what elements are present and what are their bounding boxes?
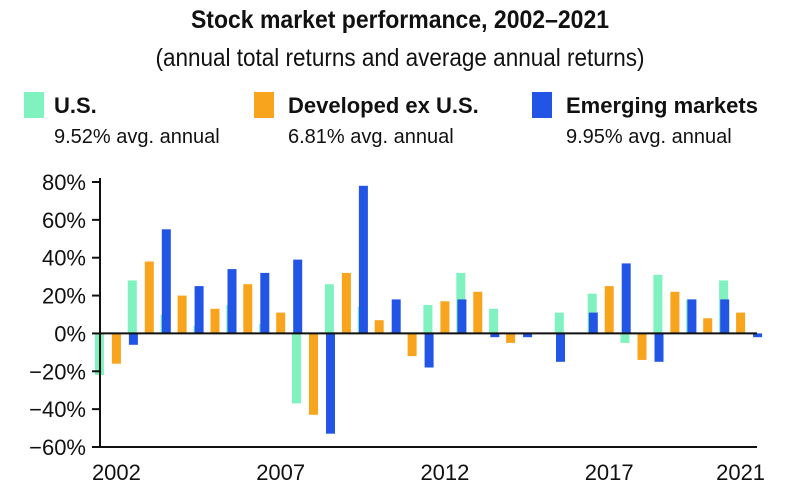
bar-developed-ex-u-s-2013 bbox=[473, 291, 483, 334]
bar-u-s-2008 bbox=[292, 333, 301, 404]
y-tick-label: 20% bbox=[42, 284, 86, 309]
bar-developed-ex-u-s-2003 bbox=[144, 261, 154, 334]
y-tick-label: 80% bbox=[42, 170, 86, 195]
bar-developed-ex-u-s-2011 bbox=[407, 333, 417, 357]
bar-emerging-markets-2019 bbox=[687, 299, 697, 334]
bar-developed-ex-u-s-2008 bbox=[309, 333, 318, 415]
bar-u-s-2014 bbox=[489, 308, 499, 334]
bar-emerging-markets-2002 bbox=[128, 333, 138, 345]
bar-developed-ex-u-s-2009 bbox=[341, 272, 351, 334]
bar-u-s-2012 bbox=[423, 305, 433, 334]
bar-developed-ex-u-s-2019 bbox=[670, 291, 680, 334]
bar-developed-ex-u-s-2002 bbox=[111, 333, 121, 364]
chart-title: Stock market performance, 2002–2021 bbox=[190, 6, 610, 34]
chart-subtitle: (annual total returns and average annual… bbox=[155, 44, 645, 72]
bar-developed-ex-u-s-2021 bbox=[736, 312, 746, 334]
bar-emerging-markets-2009 bbox=[358, 185, 368, 334]
bar-emerging-markets-2018 bbox=[654, 333, 664, 362]
bar-developed-ex-u-s-2005 bbox=[210, 308, 220, 334]
y-tick-label: 40% bbox=[42, 246, 86, 271]
bar-developed-ex-u-s-2020 bbox=[703, 318, 713, 334]
legend-avg-emerging: 9.95% avg. annual bbox=[566, 126, 732, 148]
bar-developed-ex-u-s-2018 bbox=[637, 333, 647, 360]
bar-emerging-markets-2003 bbox=[161, 229, 171, 334]
bar-emerging-markets-2006 bbox=[260, 272, 270, 334]
bar-emerging-markets-2014 bbox=[523, 333, 533, 338]
legend-avg-developed: 6.81% avg. annual bbox=[288, 126, 454, 148]
bar-developed-ex-u-s-2017 bbox=[604, 286, 614, 334]
bar-emerging-markets-2010 bbox=[391, 299, 401, 334]
bar-emerging-markets-2017 bbox=[621, 263, 631, 334]
bar-emerging-markets-2007 bbox=[293, 259, 303, 334]
bar-emerging-markets-2008 bbox=[326, 333, 335, 434]
legend-label-developed: Developed ex U.S. bbox=[288, 93, 479, 118]
legend-label-emerging: Emerging markets bbox=[566, 93, 758, 118]
legend-label-us: U.S. bbox=[54, 93, 97, 118]
y-tick-label: −20% bbox=[29, 359, 86, 384]
y-tick-label: −60% bbox=[29, 435, 86, 460]
bar-emerging-markets-2021 bbox=[753, 333, 763, 338]
bar-emerging-markets-2016 bbox=[588, 312, 598, 334]
bar-developed-ex-u-s-2004 bbox=[177, 295, 187, 334]
x-tick-label: 2017 bbox=[585, 460, 634, 485]
y-tick-label: 0% bbox=[54, 321, 86, 346]
bar-developed-ex-u-s-2010 bbox=[374, 320, 384, 334]
bar-u-s-2003 bbox=[127, 280, 137, 334]
bar-emerging-markets-2011 bbox=[424, 333, 434, 368]
x-tick-label: 2002 bbox=[92, 460, 141, 485]
bar-emerging-markets-2005 bbox=[227, 269, 237, 334]
legend-swatch-developed bbox=[254, 92, 274, 118]
bar-developed-ex-u-s-2006 bbox=[243, 284, 253, 334]
y-tick-label: −40% bbox=[29, 397, 86, 422]
bar-u-s-2018 bbox=[620, 333, 630, 343]
bar-u-s-2009 bbox=[324, 284, 334, 334]
bar-emerging-markets-2013 bbox=[490, 333, 500, 338]
x-tick-label: 2021 bbox=[716, 460, 765, 485]
bar-developed-ex-u-s-2007 bbox=[276, 312, 286, 334]
bar-u-s-2016 bbox=[554, 312, 564, 334]
legend-avg-us: 9.52% avg. annual bbox=[54, 126, 220, 148]
legend-swatch-emerging bbox=[532, 92, 552, 118]
bar-emerging-markets-2020 bbox=[720, 299, 730, 334]
bar-emerging-markets-2004 bbox=[194, 286, 204, 334]
legend-swatch-us bbox=[24, 92, 44, 118]
bar-developed-ex-u-s-2014 bbox=[506, 333, 516, 343]
bar-developed-ex-u-s-2012 bbox=[440, 301, 450, 334]
bar-emerging-markets-2015 bbox=[556, 333, 565, 362]
bar-u-s-2019 bbox=[653, 274, 663, 334]
y-tick-label: 60% bbox=[42, 208, 86, 233]
x-tick-label: 2007 bbox=[256, 460, 305, 485]
x-tick-label: 2012 bbox=[420, 460, 469, 485]
bar-emerging-markets-2012 bbox=[457, 299, 467, 334]
